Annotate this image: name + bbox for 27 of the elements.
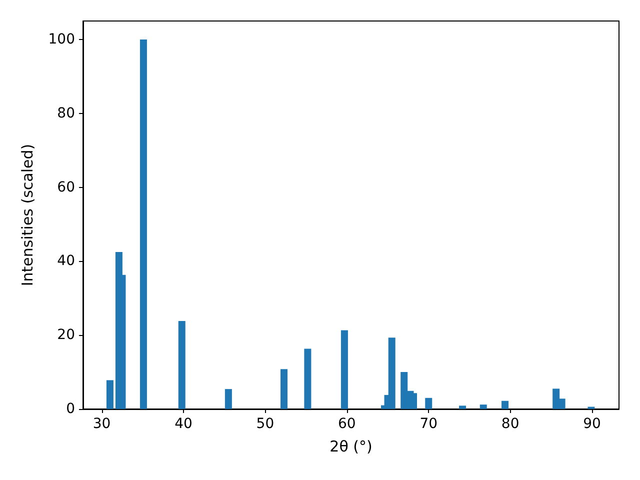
bar bbox=[140, 39, 147, 409]
bar bbox=[502, 400, 509, 409]
x-tick-label: 30 bbox=[92, 416, 111, 432]
x-tick-label: 70 bbox=[420, 416, 438, 432]
y-tick-label: 60 bbox=[57, 179, 75, 196]
x-axis-title: 2θ (°) bbox=[330, 438, 372, 456]
x-tick-label: 60 bbox=[338, 416, 356, 432]
bar bbox=[459, 406, 466, 409]
bar bbox=[388, 338, 396, 409]
bar bbox=[106, 380, 114, 409]
bar bbox=[304, 348, 312, 409]
y-tick-label: 20 bbox=[57, 327, 75, 344]
y-tick-label: 80 bbox=[57, 105, 75, 122]
bar bbox=[224, 389, 232, 409]
bar bbox=[425, 398, 432, 409]
bar bbox=[340, 330, 348, 409]
x-tick-label: 50 bbox=[256, 416, 274, 432]
bar bbox=[280, 369, 288, 409]
bar bbox=[178, 321, 186, 409]
y-axis-title: Intensities (scaled) bbox=[18, 144, 36, 286]
y-tick-label: 0 bbox=[66, 401, 75, 417]
bar bbox=[480, 404, 487, 409]
x-tick-label: 90 bbox=[583, 416, 601, 432]
x-tick-label: 40 bbox=[174, 416, 192, 432]
x-tick-label: 80 bbox=[501, 416, 520, 432]
y-tick-label: 40 bbox=[57, 253, 75, 270]
y-tick-label: 100 bbox=[48, 31, 75, 48]
